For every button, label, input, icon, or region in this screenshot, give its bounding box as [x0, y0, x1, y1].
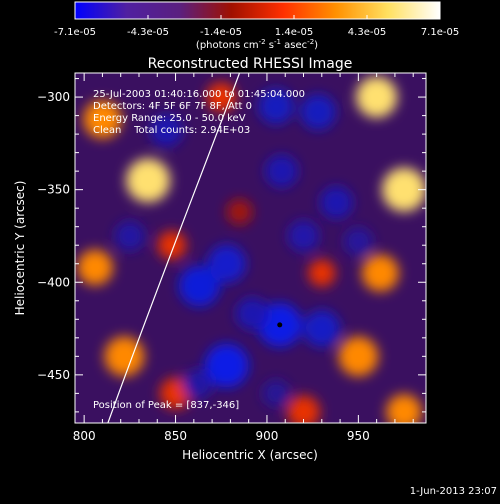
- y-tick-label: −400: [37, 275, 70, 289]
- x-axis-title: Heliocentric X (arcsec): [182, 448, 318, 462]
- colorbar: [74, 1, 441, 20]
- heatmap-blob: [157, 230, 187, 260]
- annotation-energy-range: Energy Range: 25.0 - 50.0 keV: [93, 113, 246, 124]
- heatmap-blob: [83, 100, 122, 139]
- heatmap-blob: [287, 220, 320, 252]
- heatmap-blob: [206, 82, 237, 113]
- heatmap-blob: [114, 220, 145, 251]
- colorbar-unit-label: (photons cm-2 s-1 asec-2): [196, 38, 318, 51]
- heatmap-blob: [262, 379, 290, 407]
- axes: 800 850 900 950 −300 −350 −400 −450: [37, 73, 426, 443]
- footer-date: 1-Jun-2013 23:07: [410, 486, 497, 497]
- heatmap-blob: [226, 198, 253, 225]
- heatmap-blob: [356, 76, 398, 118]
- colorbar-tick-label: -1.4e-05: [200, 27, 242, 38]
- solar-limb-curve: [107, 73, 241, 423]
- y-axis-title: Heliocentric Y (arcsec): [13, 181, 27, 316]
- heatmap-blob: [150, 114, 183, 147]
- colorbar-tick-label: -4.3e-05: [127, 27, 169, 38]
- colorbar-tick-label: 1.4e-05: [275, 27, 313, 38]
- x-tick-label: 900: [256, 429, 279, 443]
- heatmap-blob: [204, 343, 249, 388]
- x-tick-label: 800: [73, 429, 96, 443]
- annotation-time-range: 25-Jul-2003 01:40:16.000 to 01:45:04.000: [93, 89, 305, 100]
- heatmap-blob: [303, 310, 341, 348]
- heatmap-blob: [126, 158, 171, 203]
- heatmap-blob: [265, 154, 298, 188]
- y-tick-label: −350: [37, 183, 70, 197]
- colorbar-tick-label: -7.1e-05: [54, 27, 96, 38]
- heatmap-blob: [382, 167, 426, 212]
- heatmap-blob: [104, 336, 145, 377]
- x-tick-label: 850: [164, 429, 187, 443]
- heatmap-blob: [386, 394, 422, 423]
- plot-frame: [74, 72, 427, 424]
- heatmap-blobs: [77, 76, 426, 423]
- heatmap-blob: [235, 297, 269, 331]
- heatmap-blob: [308, 259, 336, 287]
- heatmap-blob: [338, 336, 379, 377]
- heatmap-blob: [287, 395, 320, 423]
- heatmap-blob: [178, 265, 220, 307]
- colorbar-ticks: -7.1e-05 -4.3e-05 -1.4e-05 1.4e-05 4.3e-05 7.…: [54, 15, 459, 38]
- heatmap-blob: [207, 244, 246, 283]
- heatmap-blob: [182, 369, 213, 400]
- colorbar-tick-label: 4.3e-05: [348, 27, 386, 38]
- heatmap-blob: [77, 249, 113, 286]
- y-tick-label: −450: [37, 368, 70, 382]
- heatmap-blob: [258, 88, 294, 125]
- x-tick-label: 950: [347, 429, 370, 443]
- colorbar-tick-label: 7.1e-05: [421, 27, 459, 38]
- annotation-detectors: Detectors: 4F 5F 6F 7F 8F, Att 0: [93, 101, 252, 112]
- heatmap-blob: [344, 227, 373, 256]
- peak-marker: [277, 322, 283, 328]
- heatmap-blob: [361, 254, 399, 292]
- annotation-clean-counts: Clean Total counts: 2.94E+03: [93, 125, 250, 136]
- y-tick-label: −300: [37, 90, 70, 104]
- chart-title: Reconstructed RHESSI Image: [148, 56, 353, 72]
- heatmap-blob: [320, 186, 353, 220]
- annotation-peak-position: Position of Peak = [837,-346]: [93, 400, 239, 411]
- heatmap-blob: [300, 94, 336, 130]
